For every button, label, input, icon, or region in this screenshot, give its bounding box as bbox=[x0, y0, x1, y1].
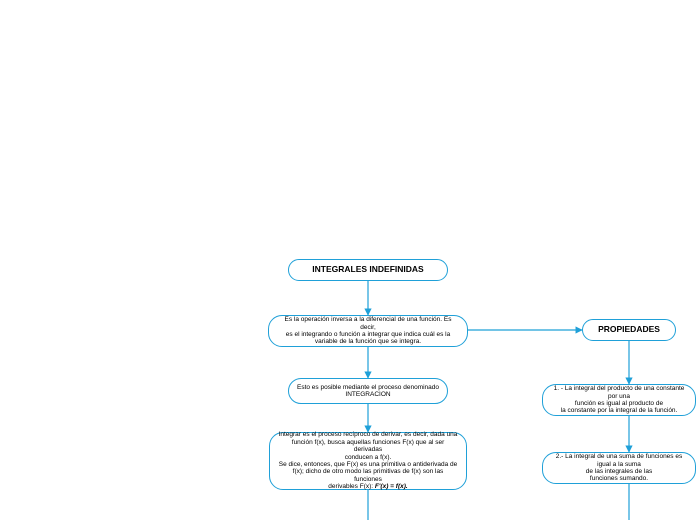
def-line1: Es la operación inversa a la diferencial… bbox=[277, 316, 459, 331]
prop2-line3: funciones sumando. bbox=[590, 475, 648, 482]
recip-line6: derivables F(x): bbox=[328, 483, 373, 490]
node-title: INTEGRALES INDEFINIDAS bbox=[288, 259, 448, 281]
proc-line1: Esto es posible mediante el proceso deno… bbox=[297, 384, 439, 391]
recip-line1: Integrar es el proceso recíproco de deri… bbox=[279, 431, 458, 438]
node-propiedades: PROPIEDADES bbox=[582, 319, 676, 341]
recip-line6-wrap: derivables F(x): F'(x) = f(x). bbox=[328, 483, 407, 490]
node-prop2: 2.- La integral de una suma de funciones… bbox=[542, 452, 696, 484]
prop2-line1: 2.- La integral de una suma de funciones… bbox=[551, 453, 687, 468]
recip-line2: función f(x), busca aquellas funciones F… bbox=[278, 439, 458, 454]
prop1-line3: la constante por la integral de la funci… bbox=[561, 407, 678, 414]
def-line2: es el integrando o función a integrar qu… bbox=[286, 331, 450, 338]
proc-line2: INTEGRACION bbox=[345, 391, 390, 398]
prop1-line2: función es igual al producto de bbox=[575, 400, 663, 407]
prop2-line2: de las integrales de las bbox=[586, 468, 653, 475]
recip-emph: F'(x) = f(x). bbox=[375, 483, 408, 490]
node-definition: Es la operación inversa a la diferencial… bbox=[268, 315, 468, 347]
node-reciproco: Integrar es el proceso recíproco de deri… bbox=[269, 432, 467, 490]
def-line3: variable de la función que se integra. bbox=[315, 338, 421, 345]
prop-title-text: PROPIEDADES bbox=[598, 325, 660, 335]
node-prop1: 1. - La integral del producto de una con… bbox=[542, 384, 696, 416]
recip-line5: f(x); dicho de otro modo las primitivas … bbox=[278, 468, 458, 483]
prop1-line1: 1. - La integral del producto de una con… bbox=[551, 385, 687, 400]
node-process: Esto es posible mediante el proceso deno… bbox=[288, 378, 448, 404]
recip-line3: conducen a f(x). bbox=[345, 454, 392, 461]
recip-line4: Se dice, entonces, que F(x) es una primi… bbox=[279, 461, 458, 468]
title-text: INTEGRALES INDEFINIDAS bbox=[312, 265, 423, 275]
